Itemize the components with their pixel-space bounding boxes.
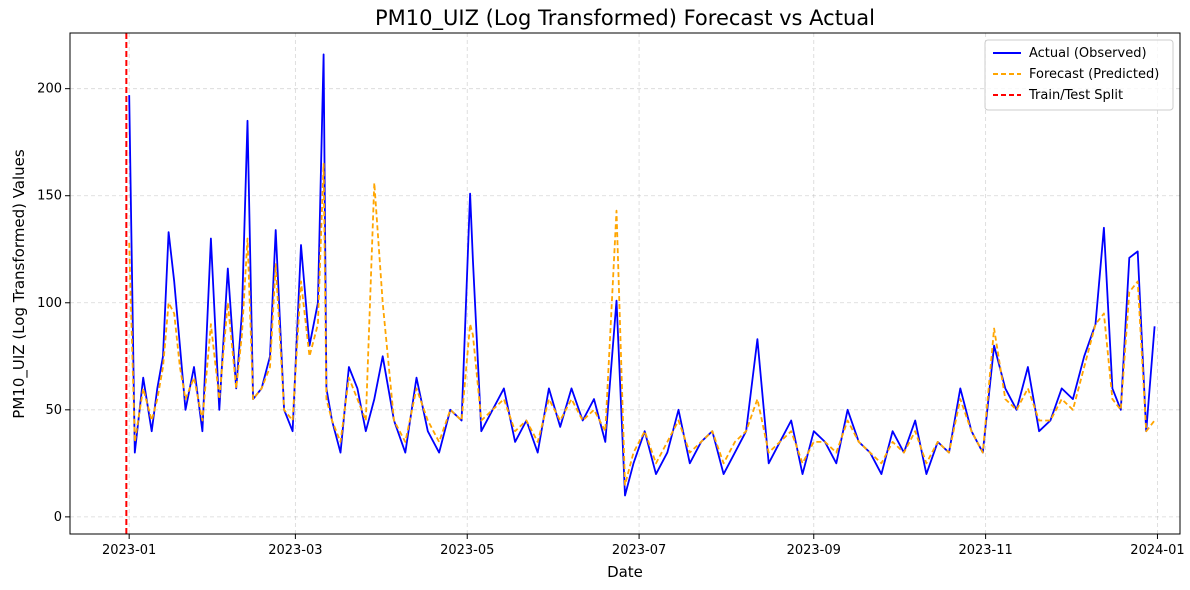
plot-lines: [125, 33, 1156, 534]
x-tick-label: 2023-01: [102, 543, 156, 558]
y-tick-label: 0: [54, 510, 62, 525]
y-axis-label: PM10_UIZ (Log Transformed) Values: [10, 149, 29, 419]
forecast-series-line: [128, 162, 1156, 486]
x-tick-label: 2023-05: [440, 543, 494, 558]
grid: [70, 33, 1180, 534]
y-tick-label: 200: [37, 82, 62, 97]
legend-label: Train/Test Split: [1028, 88, 1123, 103]
x-tick-label: 2023-03: [268, 543, 322, 558]
x-tick-label: 2023-11: [958, 543, 1012, 558]
y-tick-label: 100: [37, 296, 62, 311]
y-axis: 0 50 100 150 200: [37, 82, 70, 525]
x-axis: 2023-01 2023-03 2023-05 2023-07 2023-09 2023-…: [102, 534, 1185, 558]
y-tick-label: 150: [37, 189, 62, 204]
legend: Actual (Observed) Forecast (Predicted) Tra…: [984, 39, 1174, 111]
x-tick-label: 2023-09: [787, 543, 841, 558]
actual-series-line: [128, 53, 1156, 497]
x-axis-label: Date: [607, 563, 643, 581]
chart-title: PM10_UIZ (Log Transformed) Forecast vs A…: [375, 6, 875, 31]
x-tick-label: 2023-07: [612, 543, 666, 558]
legend-label: Forecast (Predicted): [1029, 67, 1159, 82]
legend-label: Actual (Observed): [1029, 46, 1147, 61]
x-tick-label: 2024-01: [1130, 543, 1184, 558]
legend-box: [984, 39, 1174, 111]
y-tick-label: 50: [45, 403, 62, 418]
plot-frame: [69, 32, 1181, 535]
